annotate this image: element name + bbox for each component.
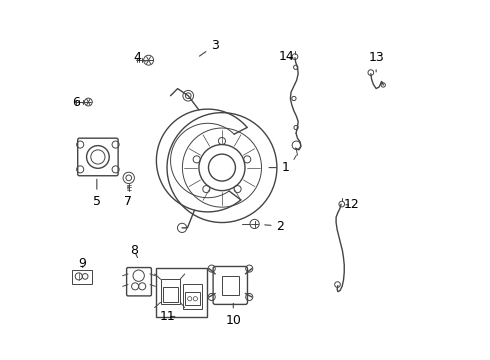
Text: 4: 4 — [133, 51, 146, 64]
Text: 14: 14 — [279, 50, 294, 63]
Bar — [183, 284, 202, 309]
Text: 3: 3 — [199, 39, 219, 56]
Bar — [185, 292, 199, 305]
Text: 8: 8 — [130, 244, 138, 258]
Text: 9: 9 — [79, 257, 87, 270]
Text: 7: 7 — [124, 186, 132, 208]
Bar — [156, 267, 207, 317]
Bar — [72, 270, 92, 284]
Text: 11: 11 — [160, 310, 175, 323]
Text: 1: 1 — [269, 161, 290, 174]
Text: 10: 10 — [225, 303, 241, 327]
Bar — [161, 279, 180, 304]
Text: 12: 12 — [343, 198, 359, 211]
Text: 2: 2 — [265, 220, 284, 233]
Text: 6: 6 — [72, 96, 85, 109]
Text: 5: 5 — [93, 179, 101, 208]
Text: 13: 13 — [368, 51, 384, 72]
Bar — [221, 276, 239, 295]
Bar — [163, 287, 178, 302]
